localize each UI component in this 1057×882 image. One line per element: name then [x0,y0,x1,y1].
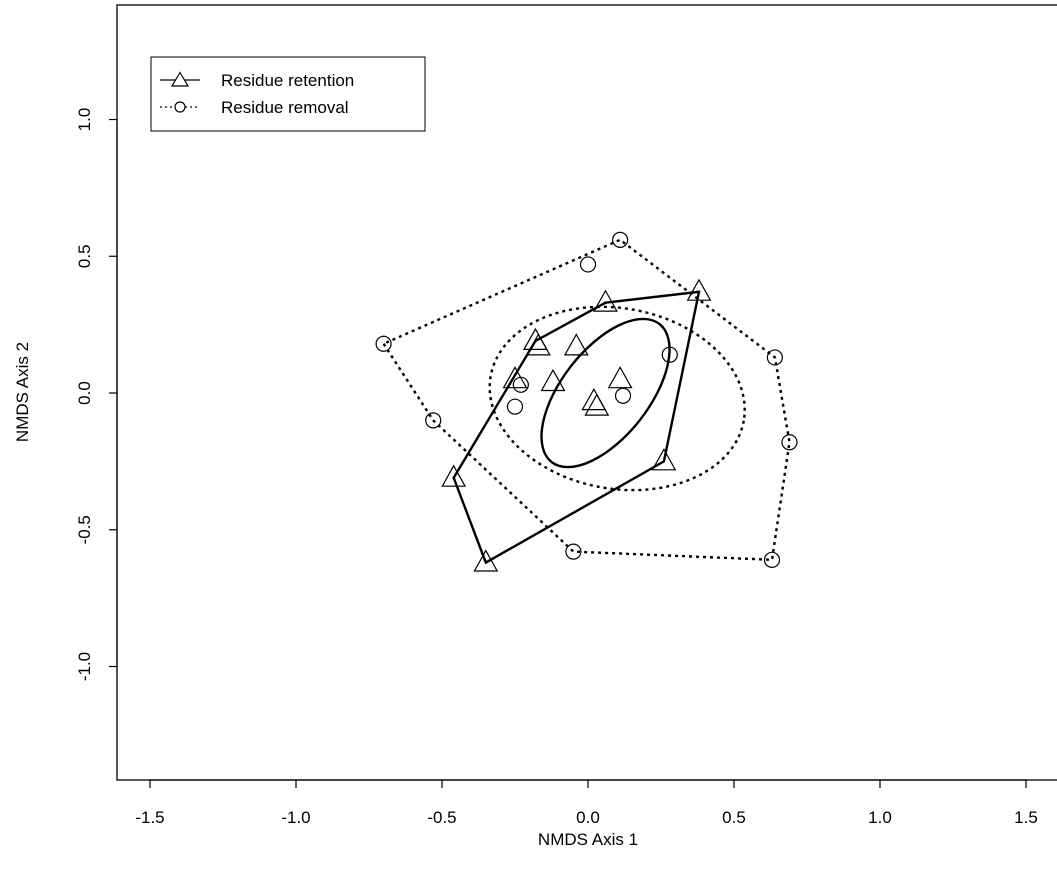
x-tick-label: -1.0 [281,808,310,827]
legend-circle-marker [174,101,186,113]
y-tick-label: 1.0 [75,108,94,132]
x-tick-label: 0.5 [722,808,746,827]
x-axis-title: NMDS Axis 1 [538,830,638,849]
data-point-removal [565,543,582,560]
data-point-retention [607,366,633,389]
data-point-retention [563,333,589,356]
data-point-removal [766,349,783,366]
data-point-retention [473,549,499,572]
data-point-removal [612,231,629,248]
data-point-removal [506,398,524,415]
ellipses-layer [488,305,746,492]
ellipse-removal [488,305,746,492]
y-tick-label: 0.5 [75,244,94,268]
points-layer [375,231,798,572]
hulls-layer [381,238,791,565]
data-point-removal [614,387,632,404]
y-tick-label: -0.5 [75,515,94,544]
data-point-removal [763,551,781,568]
legend-triangle-marker [170,71,190,87]
data-point-removal [425,412,442,429]
data-point-retention [525,333,551,356]
data-point-retention [540,368,566,392]
legend-label-removal: Residue removal [221,98,349,117]
legend-entry-removal: Residue removal [160,98,349,117]
data-point-retention [441,464,467,487]
x-tick-label: -1.5 [135,808,164,827]
y-tick-label: -1.0 [75,652,94,681]
data-point-retention [584,393,610,416]
data-point-removal [375,335,392,352]
x-tick-label: 0.0 [576,808,600,827]
y-axis-title: NMDS Axis 2 [13,342,32,442]
x-axis: -1.5 -1.0 -0.5 0.0 0.5 1.0 1.5 [135,779,1038,827]
data-point-retention [686,278,712,301]
data-point-removal [661,346,678,363]
x-tick-label: 1.5 [1014,808,1038,827]
data-point-retention [651,448,677,471]
data-point-removal [781,434,798,451]
y-tick-label: 0.0 [75,381,94,405]
legend-entry-retention: Residue retention [160,71,354,90]
legend-label-retention: Residue retention [221,71,354,90]
legend: Residue retention Residue removal [150,56,426,132]
data-point-removal [512,376,529,393]
x-tick-label: 1.0 [868,808,892,827]
legend-box [150,56,426,132]
data-point-removal [579,256,597,273]
y-axis: -1.0 -0.5 0.0 0.5 1.0 [75,108,118,681]
hull-retention [452,290,701,565]
x-tick-label: -0.5 [427,808,456,827]
ellipse-retention [540,317,671,469]
hull-removal [381,238,791,562]
data-point-retention [593,289,618,312]
